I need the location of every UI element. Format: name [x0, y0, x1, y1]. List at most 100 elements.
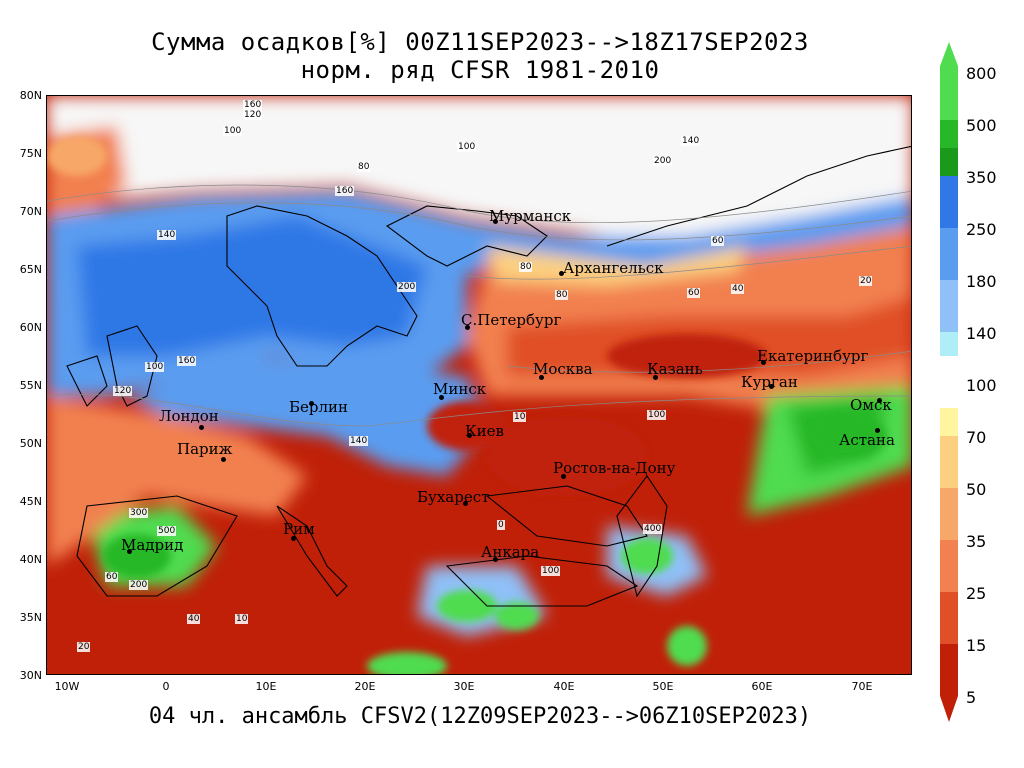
- colorbar-swatch-140: [940, 280, 958, 332]
- coastlines: [66, 145, 911, 607]
- colorbar-swatch-25: [940, 540, 958, 592]
- colorbar-label: 50: [966, 480, 987, 499]
- contour-label: 100: [457, 142, 477, 152]
- city-marker: [493, 219, 498, 224]
- city-marker: [761, 360, 766, 365]
- city-marker: [465, 325, 470, 330]
- city-marker: [467, 433, 472, 438]
- city-label: Курган: [741, 373, 798, 391]
- city-label: Бухарест: [417, 488, 490, 506]
- colorbar-label: 25: [966, 584, 987, 603]
- colorbar-label: 350: [966, 168, 997, 187]
- contour-label: 200: [129, 580, 149, 590]
- colorbar-label: 180: [966, 272, 997, 291]
- colorbar-swatch-180: [940, 228, 958, 280]
- contour-label: 200: [653, 156, 673, 166]
- contour-lines: [47, 184, 911, 427]
- contour-label: 140: [157, 230, 177, 240]
- city-label: Рим: [283, 520, 315, 538]
- colorbar-label: 100: [966, 376, 997, 395]
- colorbar-swatch-250: [940, 176, 958, 228]
- contour-label: 20: [859, 276, 873, 286]
- city-marker: [559, 271, 564, 276]
- city-label: Екатеринбург: [757, 347, 869, 365]
- map-subtitle: норм. ряд CFSR 1981-2010: [300, 56, 660, 84]
- city-marker: [539, 375, 544, 380]
- lat-tick-label: 60N: [19, 321, 42, 334]
- contour-label: 200: [397, 282, 417, 292]
- city-label: Берлин: [289, 398, 349, 416]
- lon-tick-label: 60E: [751, 680, 773, 693]
- city-label: Омск: [850, 396, 892, 414]
- colorbar: [940, 42, 958, 722]
- contour-label: 300: [129, 508, 149, 518]
- contour-label: 100: [223, 126, 243, 136]
- lat-tick-label: 65N: [19, 263, 42, 276]
- lat-tick-label: 80N: [19, 89, 42, 102]
- city-marker: [653, 375, 658, 380]
- city-label: С.Петербург: [461, 311, 562, 329]
- lat-tick-label: 35N: [19, 611, 42, 624]
- lon-tick-label: 10E: [255, 680, 277, 693]
- city-marker: [561, 474, 566, 479]
- contour-label: 40: [731, 284, 745, 294]
- contour-label: 80: [357, 162, 371, 172]
- map-title: Сумма осадков[%] 00Z11SEP2023-->18Z17SEP…: [151, 28, 809, 56]
- contour-label: 120: [113, 386, 133, 396]
- city-label: Мадрид: [121, 536, 184, 554]
- colorbar-label: 250: [966, 220, 997, 239]
- colorbar-swatch-50: [940, 436, 958, 488]
- colorbar-label: 70: [966, 428, 987, 447]
- lat-tick-label: 45N: [19, 495, 42, 508]
- city-marker: [291, 536, 296, 541]
- lon-tick-label: 30E: [453, 680, 475, 693]
- colorbar-swatch-100: [940, 332, 958, 356]
- city-marker: [221, 457, 226, 462]
- contour-label: 500: [157, 526, 177, 536]
- city-label: Киев: [465, 422, 504, 440]
- city-marker: [439, 395, 444, 400]
- contour-label: 60: [105, 572, 119, 582]
- lat-tick-label: 75N: [19, 147, 42, 160]
- colorbar-swatch-70: [940, 408, 958, 436]
- colorbar-swatch-500: [940, 120, 958, 148]
- contour-label: 80: [519, 262, 533, 272]
- city-label: Москва: [533, 360, 593, 378]
- ensemble-footer: 04 чл. ансамбль CFSV2(12Z09SEP2023-->06Z…: [148, 704, 812, 729]
- city-label: Архангельск: [563, 259, 664, 277]
- lon-tick-label: 70E: [851, 680, 873, 693]
- contour-label: 140: [349, 436, 369, 446]
- city-label: Астана: [839, 431, 895, 449]
- lat-tick-label: 70N: [19, 205, 42, 218]
- colorbar-swatch-350: [940, 148, 958, 176]
- lat-tick-label: 30N: [19, 669, 42, 682]
- lon-tick-label: 50E: [652, 680, 674, 693]
- colorbar-label: 140: [966, 324, 997, 343]
- city-label: Казань: [647, 360, 703, 378]
- city-label: Ростов-на-Дону: [553, 459, 676, 477]
- city-marker: [199, 425, 204, 430]
- precipitation-map: Мурманск Архангельск С.Петербург Москва …: [46, 95, 912, 675]
- colorbar-label: 35: [966, 532, 987, 551]
- contour-label: 0: [497, 520, 505, 530]
- city-marker: [127, 549, 132, 554]
- lat-tick-label: 50N: [19, 437, 42, 450]
- city-marker: [309, 401, 314, 406]
- lon-tick-label: 20E: [354, 680, 376, 693]
- city-label: Анкара: [481, 543, 540, 561]
- lat-tick-label: 55N: [19, 379, 42, 392]
- city-marker: [877, 398, 882, 403]
- city-marker: [463, 501, 468, 506]
- city-label: Мурманск: [489, 207, 572, 225]
- colorbar-top-arrow: [940, 42, 958, 66]
- contour-label: 400: [643, 524, 663, 534]
- contour-label: 10: [513, 412, 527, 422]
- colorbar-label: 5: [966, 688, 977, 707]
- city-label: Лондон: [159, 407, 219, 425]
- contour-label: 10: [235, 614, 249, 624]
- colorbar-swatch-800: [940, 66, 958, 120]
- contour-label: 160: [177, 356, 197, 366]
- contour-label: 60: [711, 236, 725, 246]
- colorbar-label: 15: [966, 636, 987, 655]
- lon-tick-label: 10W: [54, 680, 80, 693]
